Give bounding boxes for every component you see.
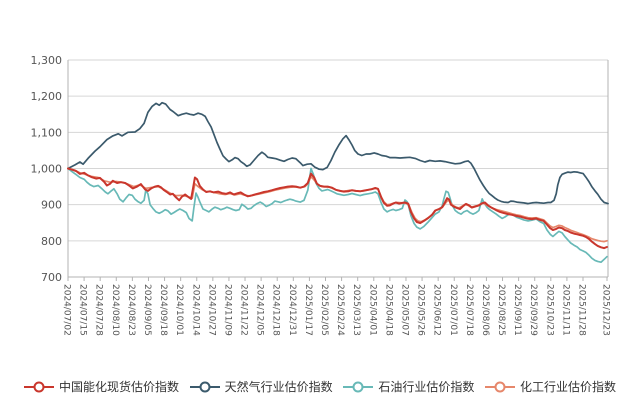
y-axis-label: 1,300 [31, 54, 63, 67]
legend-marker-petroleum-index [343, 381, 374, 393]
x-axis-label: 2024/07/28 [94, 284, 104, 336]
x-axis-label: 2025/09/29 [528, 284, 538, 336]
x-axis-label: 2024/12/31 [287, 284, 297, 336]
x-axis-label: 2024/10/14 [190, 284, 200, 336]
price-index-line-chart: 700 800 900 1,000 1,100 1,200 1,300 2024/07/02 2… [31, 54, 611, 336]
legend-marker-natural-gas-index [189, 381, 220, 393]
x-axis-label: 2025/08/06 [480, 284, 490, 336]
legend-label-chemical-index: 化工行业估价指数 [519, 380, 616, 394]
series-line-natural-gas-index [67, 101, 609, 205]
x-axis-label: 2025/04/01 [367, 284, 377, 336]
x-axis-label: 2024/08/10 [110, 284, 120, 336]
x-axis-label: 2025/04/18 [383, 284, 393, 336]
legend-label-china-energy-chem-spot-index: 中国能化现货估价指数 [59, 380, 180, 394]
x-axis-label: 2024/09/05 [142, 284, 152, 336]
x-axis-label: 2025/05/07 [399, 284, 409, 336]
x-axis-label: 2025/05/26 [416, 284, 426, 336]
legend-marker-chemical-index [484, 381, 515, 393]
x-axis-label: 2024/08/23 [126, 284, 136, 336]
x-axis-label: 2024/11/09 [222, 284, 232, 336]
x-axis-label: 2025/11/11 [560, 284, 570, 336]
y-axis-label: 1,100 [31, 126, 63, 139]
series-line-petroleum-index [67, 167, 608, 264]
x-axis-label: 2025/02/05 [319, 284, 329, 336]
x-axis-label: 2024/11/22 [239, 284, 249, 336]
y-axis-label: 700 [41, 271, 62, 284]
x-axis-label: 2025/07/01 [448, 284, 458, 336]
x-axis-label: 2024/12/05 [255, 284, 265, 336]
x-axis-label: 2024/09/18 [158, 284, 168, 336]
legend-item-chemical-index[interactable]: 化工行业估价指数 [484, 380, 616, 394]
x-axis-label: 2025/02/24 [335, 284, 345, 336]
x-axis-label: 2025/01/17 [303, 284, 313, 336]
x-axis-label: 2025/08/25 [496, 284, 506, 336]
series-line-china-energy-chem-spot-index [67, 167, 608, 250]
x-axis-label: 2025/03/13 [351, 284, 361, 336]
legend-item-natural-gas-index[interactable]: 天然气行业估价指数 [189, 380, 333, 394]
legend-label-petroleum-index: 石油行业估价指数 [378, 380, 475, 394]
x-axis-label: 2025/11/28 [577, 284, 587, 336]
legend-item-china-energy-chem-spot-index[interactable]: 中国能化现货估价指数 [24, 380, 179, 394]
chart-legend: 中国能化现货估价指数 天然气行业估价指数 石油行业估价指数 化工行业估价指数 [24, 375, 616, 399]
x-axis-label: 2024/10/27 [206, 284, 216, 336]
x-axis-label: 2025/12/23 [601, 284, 611, 336]
x-axis-label: 2025/09/11 [512, 284, 522, 336]
x-axis-label: 2025/06/12 [432, 284, 442, 336]
x-axis-label: 2024/07/02 [62, 284, 72, 336]
x-axis-label: 2025/07/18 [464, 284, 474, 336]
legend-item-petroleum-index[interactable]: 石油行业估价指数 [343, 380, 474, 394]
legend-label-natural-gas-index: 天然气行业估价指数 [224, 380, 333, 394]
x-axis-label: 2024/07/15 [78, 284, 88, 336]
y-axis-label: 1,200 [31, 90, 63, 103]
x-axis-label: 2024/10/01 [174, 284, 184, 336]
y-axis-label: 800 [41, 235, 62, 248]
y-axis-label: 900 [41, 199, 62, 212]
legend-marker-china-energy-chem-spot-index [24, 381, 54, 393]
y-axis-label: 1,000 [31, 163, 63, 176]
x-axis-label: 2024/12/18 [271, 284, 281, 336]
x-axis-label: 2025/10/23 [544, 284, 554, 336]
